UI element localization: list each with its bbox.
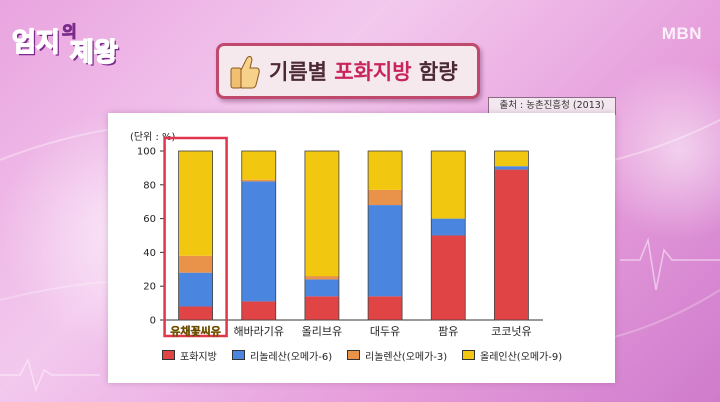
x-tick-label: 올리브유: [302, 325, 342, 338]
bar-outline: [241, 150, 277, 321]
legend-item: 포화지방: [162, 346, 217, 364]
show-logo: 엄지 의 제왕: [11, 8, 122, 69]
legend-label: 리놀렌산(오메가-3): [365, 351, 448, 363]
bar-segment: [494, 151, 529, 167]
highlight-box: [163, 136, 228, 338]
x-tick-label: 해바라기유: [233, 324, 284, 338]
y-tick-label: 20: [143, 282, 156, 293]
bar-segment: [178, 255, 213, 273]
bar-segment: [241, 181, 276, 302]
title-suffix: 함량: [411, 60, 458, 84]
thumbs-up-icon: [230, 55, 260, 89]
stacked-bar-chart: (단위 : %) 0 20 40 60 80 100 유채꽃씨유 해바라기유 올리브유 대두유 팜유 코…: [130, 130, 543, 338]
chart-panel: (단위 : %) 0 20 40 60 80 100 유채꽃씨유 해바라기유 올리브유 대두유 팜유 코…: [108, 113, 615, 383]
y-tick-label: 100: [137, 147, 156, 158]
x-tick-label: 유채꽃씨유: [170, 324, 221, 338]
bar-segment: [368, 189, 403, 206]
x-tick-label: 코코넛유: [491, 325, 531, 338]
bar-segment: [368, 205, 403, 297]
bar-outline: [304, 150, 340, 321]
legend-label: 포화지방: [180, 351, 217, 363]
y-tick-label: 40: [143, 248, 156, 259]
legend-label: 올레인산(오메가-9): [480, 351, 563, 363]
title-highlight: 포화지방: [334, 60, 412, 84]
legend-swatch: [462, 350, 475, 360]
title-prefix: 기름별: [269, 60, 335, 84]
title-banner: 기름별 포화지방 함량: [216, 43, 480, 99]
bar-outline: [494, 150, 529, 321]
bar-outline: [367, 150, 403, 321]
legend-swatch: [162, 350, 175, 360]
bar-segment: [178, 151, 213, 256]
bar-segment: [431, 218, 466, 236]
bar-segment: [494, 166, 529, 170]
bar-segment: [241, 179, 276, 182]
page-title: 기름별 포화지방 함량: [269, 56, 458, 86]
bar-segment: [368, 296, 403, 320]
bar-segment: [304, 279, 339, 297]
bar-segment: [304, 276, 339, 280]
show-logo-text-1: 엄지: [11, 27, 60, 59]
bar-segment: [431, 151, 466, 219]
bar-segment: [178, 272, 213, 307]
bar-outline: [178, 150, 213, 321]
bar-segment: [494, 169, 529, 320]
legend-item: 리놀렌산(오메가-3): [347, 346, 447, 364]
x-tick-label: 팜유: [438, 325, 458, 338]
bar-segment: [304, 151, 339, 277]
y-tick-label: 0: [150, 316, 156, 327]
bar-segment: [368, 151, 403, 190]
chart-legend: 포화지방 리놀레산(오메가-6) 리놀렌산(오메가-3) 올레인산(오메가-9): [162, 346, 602, 364]
y-tick-label: 60: [143, 214, 156, 225]
legend-item: 올레인산(오메가-9): [462, 346, 562, 364]
channel-logo: MBN: [661, 24, 702, 43]
bar-outline: [430, 150, 466, 321]
x-tick-label: 대두유: [370, 325, 400, 338]
legend-swatch: [347, 350, 360, 360]
unit-label: (단위 : %): [130, 130, 176, 143]
bar-segment: [178, 306, 213, 320]
bar-segment: [304, 296, 339, 320]
y-tick-label: 80: [143, 180, 156, 191]
legend-swatch: [232, 350, 245, 360]
show-logo-text-2: 의: [62, 22, 78, 42]
legend-label: 리놀레산(오메가-6): [250, 351, 333, 363]
bar-segment: [241, 151, 276, 180]
show-logo-text-3: 제왕: [69, 37, 118, 69]
bar-segment: [431, 235, 466, 320]
bar-segment: [241, 301, 276, 320]
legend-item: 리놀레산(오메가-6): [232, 346, 332, 364]
